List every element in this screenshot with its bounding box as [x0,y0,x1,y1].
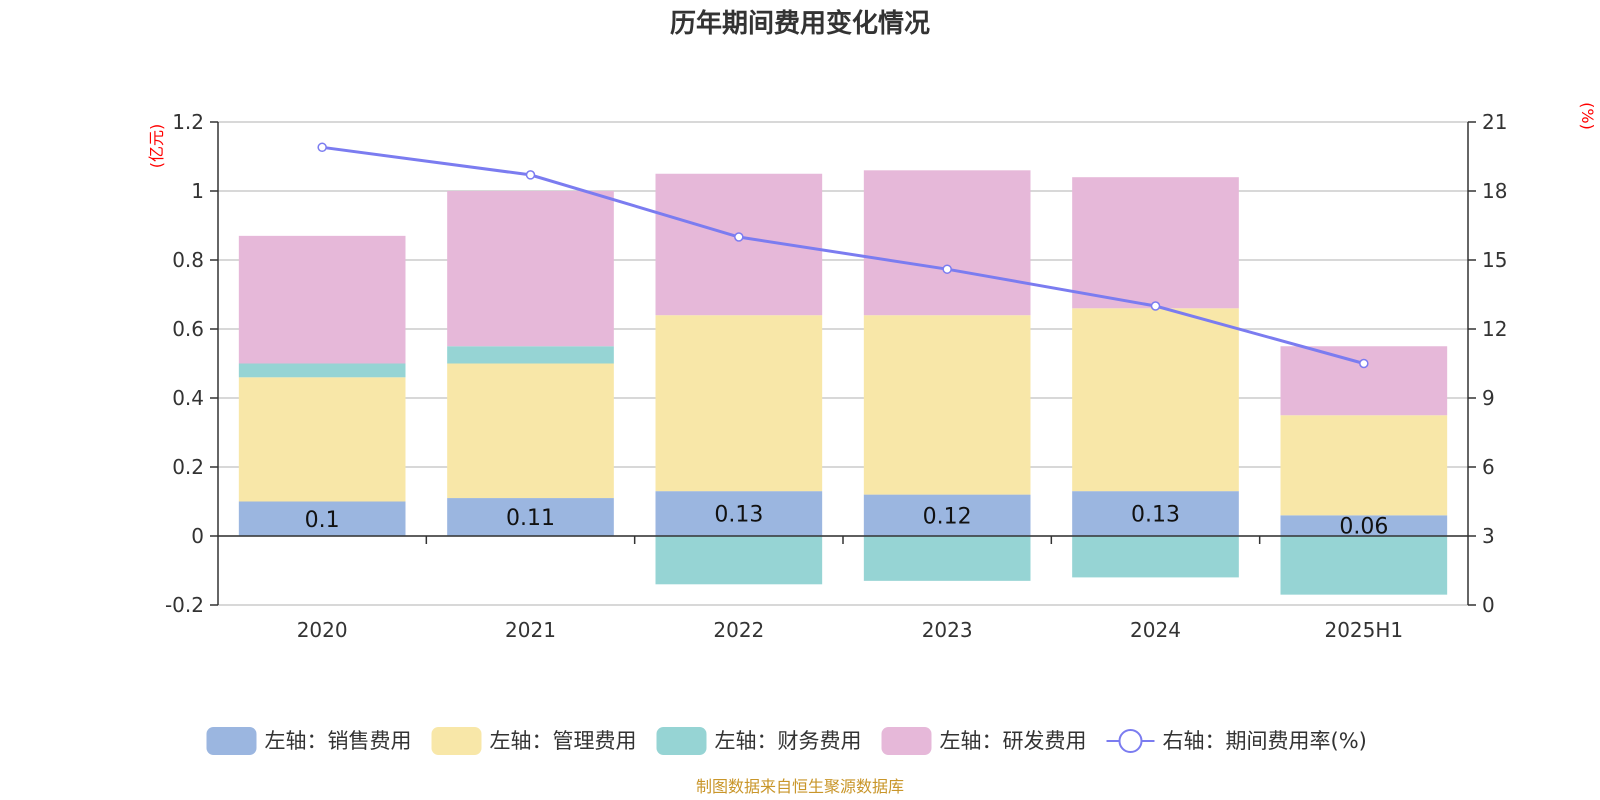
legend-label: 左轴：财务费用 [715,729,862,753]
bar-data-label: 0.1 [305,508,340,533]
rate-point [1359,358,1369,369]
bar-data-label: 0.13 [714,503,763,528]
right-tick-label: 12 [1482,317,1507,341]
chart-title: 历年期间费用变化情况 [670,8,930,39]
rate-point [525,170,536,180]
bar-data-label: 0.12 [923,504,972,529]
bar [238,363,406,378]
bar [238,377,406,502]
bar [1280,515,1448,536]
bar [655,491,823,536]
category-label: 2023 [922,618,973,642]
data-labels: 0.1 0.11 0.13 0.12 0.13 0.06 [305,503,1389,540]
bar [447,191,614,347]
rate-point [942,264,952,274]
bar [1280,346,1448,416]
legend-label: 左轴：研发费用 [940,729,1087,753]
category-label: 2024 [1130,618,1181,642]
bar [238,501,406,536]
legend-swatch [656,727,707,755]
bar [1280,536,1448,595]
rate-line-path [321,145,1365,365]
legend-swatch [881,727,932,755]
right-tick-label: 0 [1482,593,1495,617]
bar [863,170,1031,316]
bar [238,235,406,364]
left-tick-label: 0.4 [172,386,204,410]
legend-swatch [206,727,257,755]
legend: 左轴：销售费用 左轴：管理费用 左轴：财务费用 左轴：研发费用 右轴：期间费用率(%) [206,727,1367,755]
rate-line [317,142,1369,369]
left-axis-unit: (亿元) [147,124,166,169]
category-label: 2021 [505,618,556,642]
rate-point [734,232,744,242]
left-tick-label: 0.8 [172,248,204,272]
right-tick-label: 18 [1482,179,1507,203]
right-tick-label: 21 [1482,110,1507,134]
left-tick-label: 0 [191,524,204,548]
bar [655,173,823,316]
bar [863,536,1031,581]
left-tick-label: -0.2 [165,593,204,617]
category-label: 2022 [713,618,764,642]
bar [1072,491,1239,536]
bar-data-label: 0.13 [1131,503,1180,528]
legend-label: 右轴：期间费用率(%) [1163,729,1367,753]
left-tick-label: 0.6 [172,317,204,341]
bar-data-label: 0.06 [1339,515,1388,540]
bar [1280,415,1448,516]
bar [447,498,614,536]
bar [1072,308,1239,492]
bar-data-label: 0.11 [506,506,555,531]
bar [863,494,1031,536]
bar [1072,536,1239,578]
category-label: 2025H1 [1324,618,1403,642]
right-tick-label: 3 [1482,524,1495,548]
bar [1072,177,1239,309]
left-tick-label: 0.2 [172,455,204,479]
right-tick-label: 9 [1482,386,1495,410]
left-tick-label: 1 [191,179,204,203]
bar [447,346,614,364]
rate-point [317,142,327,153]
bar [655,315,823,492]
rate-point [1150,301,1161,311]
bars [238,170,1448,595]
right-tick-label: 15 [1482,248,1507,272]
legend-swatch [431,727,482,755]
legend-marker-swatch [1118,729,1143,753]
category-label: 2020 [297,618,348,642]
axes: -0.2 0 0.2 0.4 0.6 0.8 1 1.2 0 3 6 9 12 15 18 21 2020 202… [165,110,1507,642]
legend-label: 左轴：管理费用 [490,729,637,753]
bar [447,363,614,499]
bar [655,536,823,585]
bar [863,315,1031,495]
legend-label: 左轴：销售费用 [265,729,412,753]
right-tick-label: 6 [1482,455,1495,479]
right-axis-unit: (%) [1578,102,1597,130]
left-tick-label: 1.2 [172,110,204,134]
source-note: 制图数据来自恒生聚源数据库 [696,777,904,796]
